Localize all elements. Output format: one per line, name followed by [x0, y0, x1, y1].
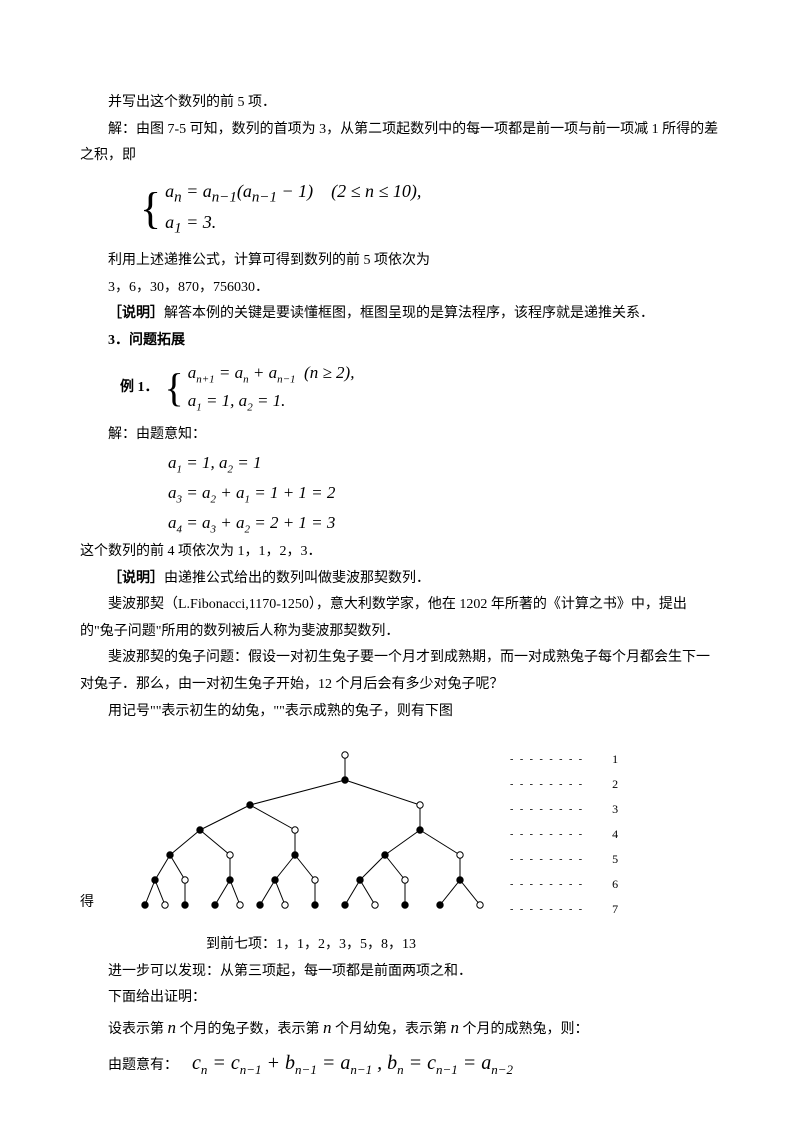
example-1-line-2: a1 = 1, a2 = 1. [188, 388, 355, 416]
level-row: - - - - - - - -6 [510, 872, 618, 897]
rabbit-tree-diagram [130, 745, 500, 920]
calc-line-2: a3 = a2 + a1 = 1 + 1 = 2 [168, 479, 720, 509]
para-10: 斐波那契的兔子问题：假设一对初生兔子要一个月才到成熟期，而一对成熟兔子每个月都会… [80, 645, 720, 698]
para-7: 这个数列的前 4 项依次为 1，1，2，3． [80, 539, 720, 566]
calc-line-3: a4 = a3 + a2 = 2 + 1 = 3 [168, 509, 720, 539]
tree-left-text: 得 [80, 745, 130, 917]
brace-icon: { [140, 189, 161, 229]
para-4: 3，6，30，870，756030． [80, 275, 720, 302]
example-1: 例 1． { an+1 = an + an−1 (n ≥ 2), a1 = 1,… [120, 360, 720, 416]
para-8: ［说明］由递推公式给出的数列叫做斐波那契数列． [80, 566, 720, 593]
para-13: 进一步可以发现：从第三项起，每一项都是前面两项之和． [80, 959, 720, 986]
level-row: - - - - - - - -3 [510, 797, 618, 822]
para-15: 设表示第 n 个月的兔子数，表示第 n 个月幼兔，表示第 n 个月的成熟兔，则： [80, 1012, 720, 1044]
note-label-2: ［说明］ [108, 571, 164, 586]
proof-formula: cn = cn−1 + bn−1 = an−1 , bn = cn−1 = an… [192, 1044, 513, 1083]
proof-lead: 由题意有： [80, 1053, 178, 1080]
level-row: - - - - - - - -7 [510, 897, 618, 922]
document-page: 并写出这个数列的前 5 项． 解：由图 7-5 可知，数列的首项为 3，从第二项… [0, 0, 800, 1132]
para-5: ［说明］解答本例的关键是要读懂框图，框图呈现的是算法程序，该程序就是递推关系． [80, 301, 720, 328]
level-row: - - - - - - - -4 [510, 822, 618, 847]
formula-1-line-1: an = an−1(an−1 − 1) (2 ≤ n ≤ 10), [165, 178, 421, 209]
para-12: 到前七项：1，1，2，3，5，8，13 [80, 932, 720, 959]
section-3-heading: 3．问题拓展 [80, 328, 720, 355]
proof-formula-row: 由题意有： cn = cn−1 + bn−1 = an−1 , bn = cn−… [80, 1044, 720, 1083]
level-row: - - - - - - - -2 [510, 772, 618, 797]
formula-1: { an = an−1(an−1 − 1) (2 ≤ n ≤ 10), a1 =… [140, 178, 720, 240]
brace-icon: { [165, 370, 184, 406]
calc-block: a1 = 1, a2 = 1 a3 = a2 + a1 = 1 + 1 = 2 … [168, 449, 720, 539]
para-5-text: 解答本例的关键是要读懂框图，框图呈现的是算法程序，该程序就是递推关系． [164, 306, 654, 321]
para-9: 斐波那契（L.Fibonacci,1170-1250），意大利数学家，他在 12… [80, 592, 720, 645]
calc-line-1: a1 = 1, a2 = 1 [168, 449, 720, 479]
para-6: 解：由题意知： [80, 422, 720, 449]
level-row: - - - - - - - -1 [510, 747, 618, 772]
level-labels: - - - - - - - -1- - - - - - - -2- - - - … [510, 745, 618, 922]
para-14: 下面给出证明： [80, 985, 720, 1012]
para-2: 解：由图 7-5 可知，数列的首项为 3，从第二项起数列中的每一项都是前一项与前… [80, 117, 720, 170]
example-1-line-1: an+1 = an + an−1 (n ≥ 2), [188, 360, 355, 388]
tree-diagram-wrap: 得 - - - - - - - -1- - - - - - - -2- - - … [80, 745, 720, 922]
formula-1-line-2: a1 = 3. [165, 209, 421, 240]
para-8-text: 由递推公式给出的数列叫做斐波那契数列． [164, 571, 430, 586]
example-1-label: 例 1． [120, 375, 159, 402]
note-label-1: ［说明］ [108, 306, 164, 321]
para-11: 用记号""表示初生的幼兔，""表示成熟的兔子，则有下图 [80, 699, 720, 726]
para-3: 利用上述递推公式，计算可得到数列的前 5 项依次为 [80, 248, 720, 275]
level-row: - - - - - - - -5 [510, 847, 618, 872]
para-1: 并写出这个数列的前 5 项． [80, 90, 720, 117]
